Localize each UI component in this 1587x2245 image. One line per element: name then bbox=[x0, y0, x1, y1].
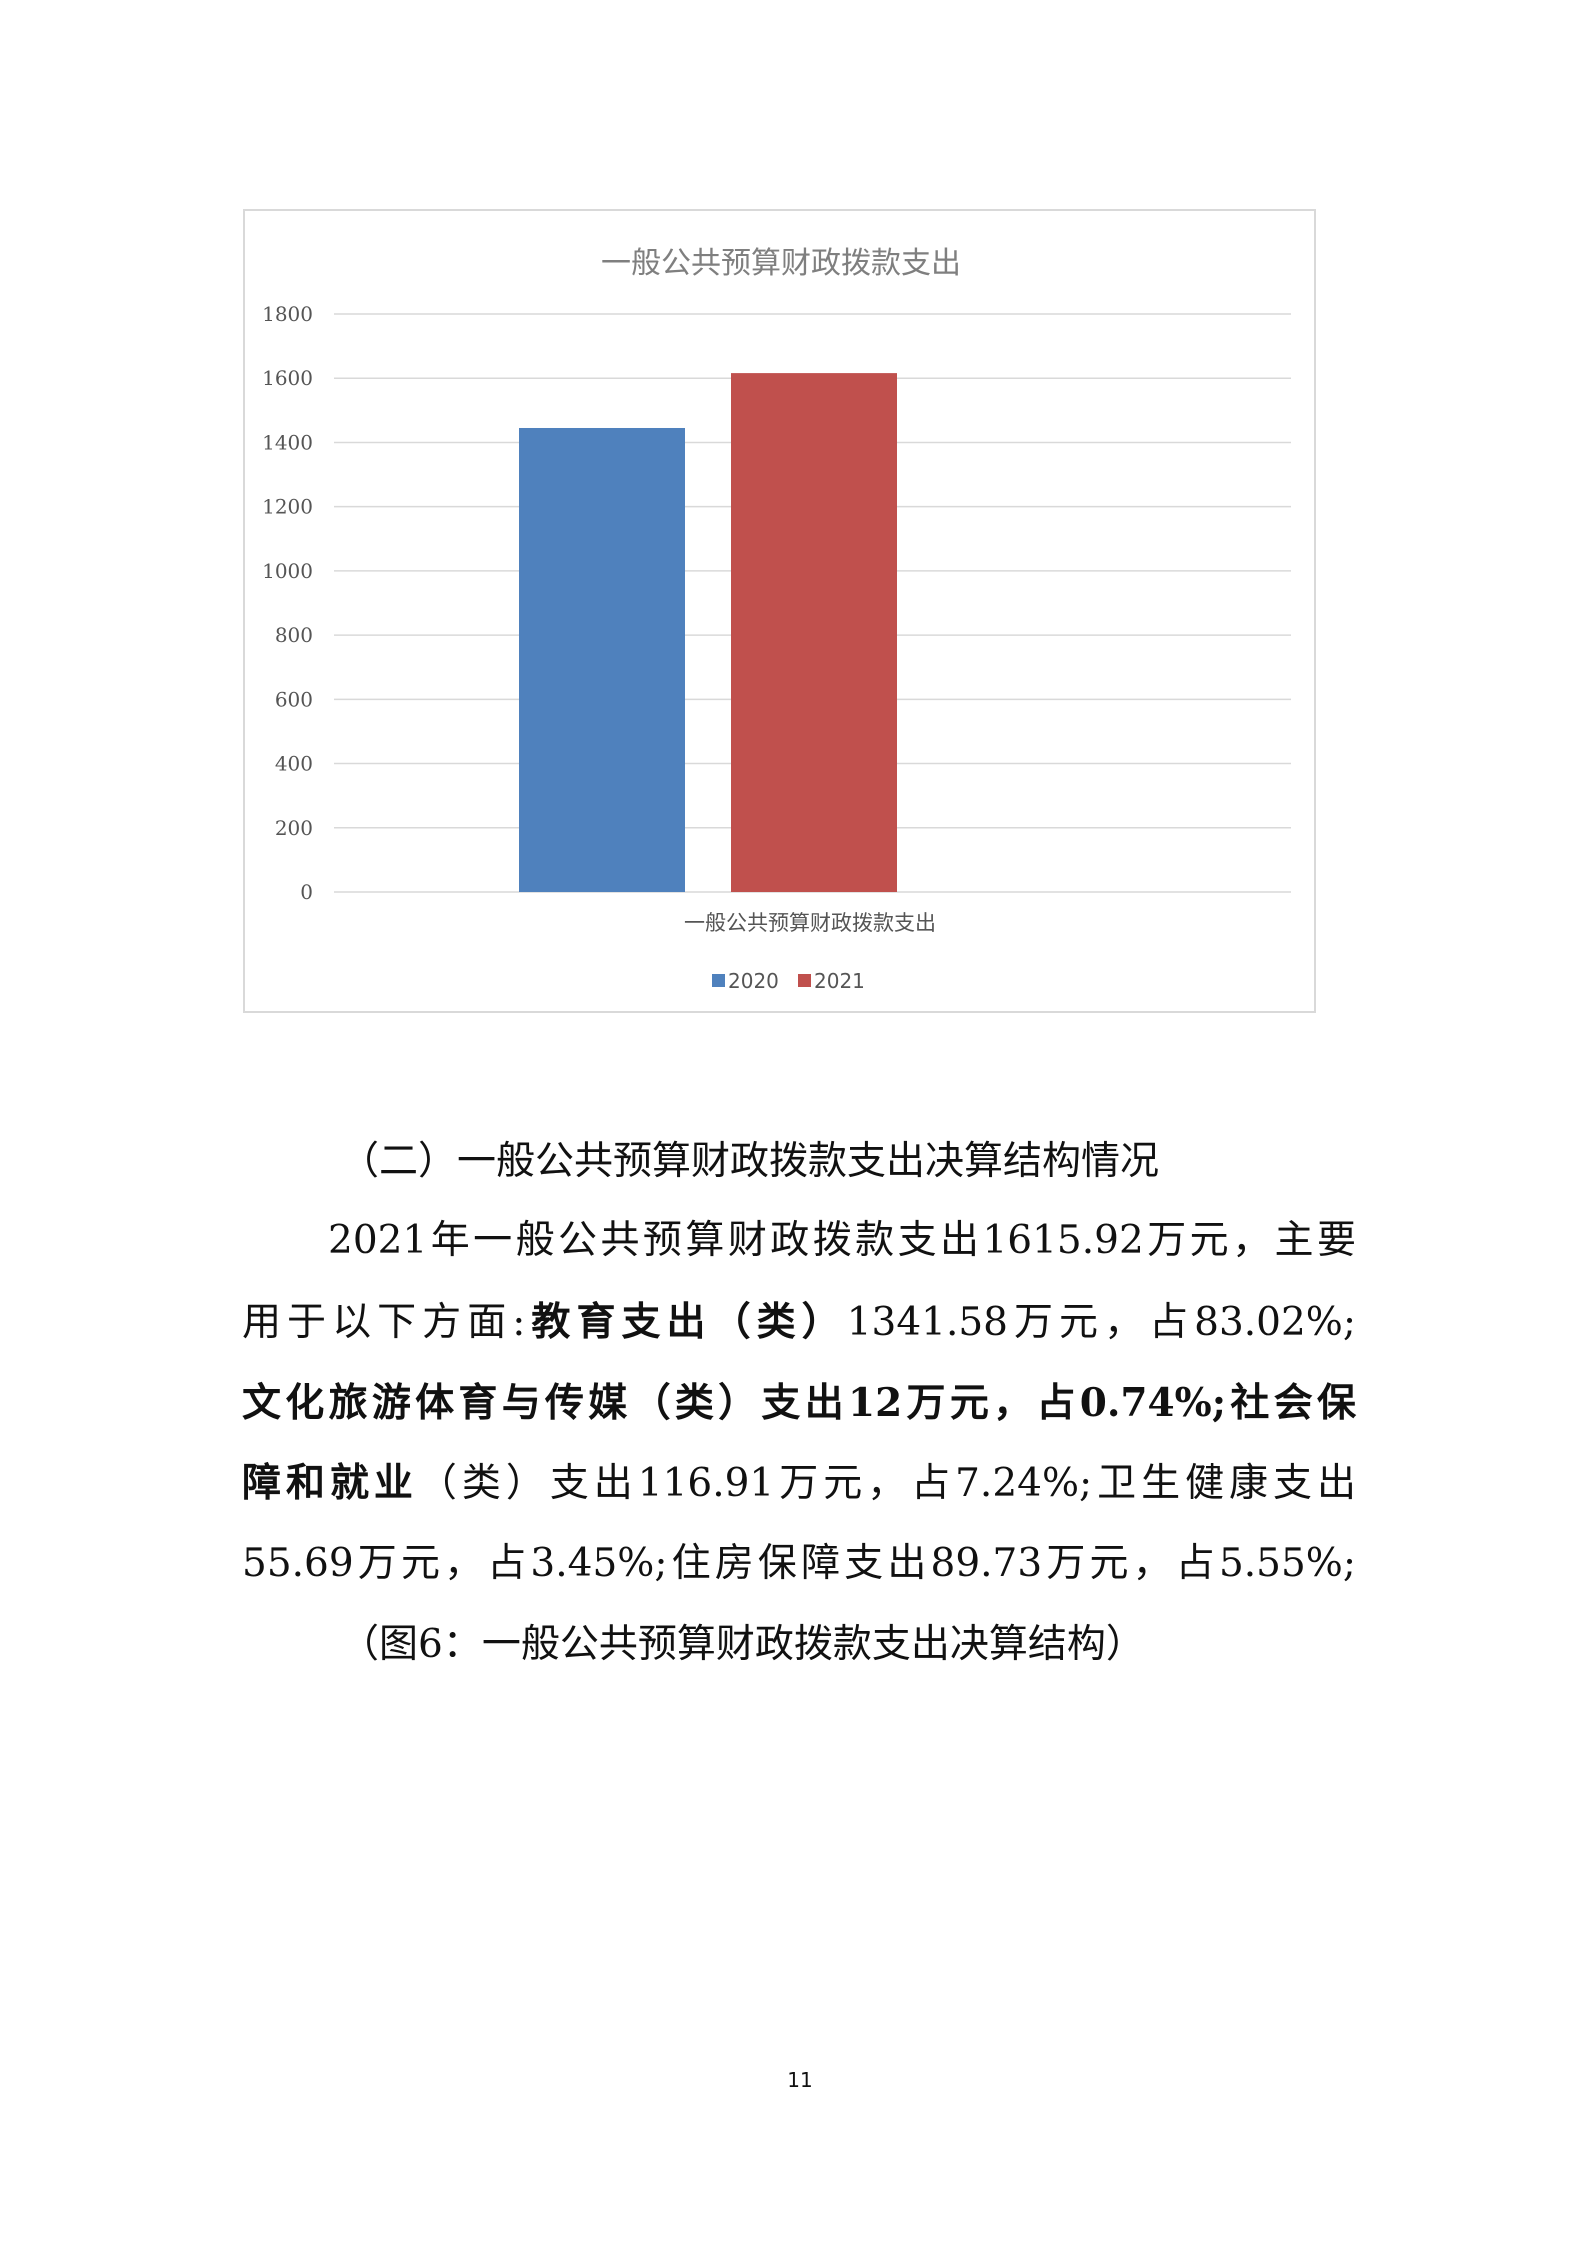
text-segment: 2021年一般公共预算财政拨款支出1615.92万元，主要 bbox=[328, 1218, 1356, 1263]
legend-label: 2020 bbox=[728, 969, 779, 993]
section-heading: （二）一般公共预算财政拨款支出决算结构情况 bbox=[340, 1139, 1160, 1184]
y-tick-label: 200 bbox=[275, 816, 313, 840]
paragraph-line: 文化旅游体育与传媒（类）支出12万元，占0.74%;社会保 bbox=[242, 1379, 1356, 1428]
y-tick-label: 800 bbox=[275, 623, 313, 647]
paragraph-line: 55.69万元，占3.45%;住房保障支出89.73万元，占5.55%; bbox=[242, 1540, 1356, 1588]
figure-caption: （图6：一般公共预算财政拨款支出决算结构） bbox=[340, 1622, 1145, 1667]
y-tick-label: 600 bbox=[275, 687, 313, 711]
x-category-label: 一般公共预算财政拨款支出 bbox=[684, 911, 936, 935]
text-segment: 55.69万元，占3.45%;住房保障支出89.73万元，占5.55%; bbox=[242, 1541, 1356, 1586]
legend-label: 2021 bbox=[814, 969, 865, 993]
text-segment: 教育支出（类） bbox=[525, 1299, 847, 1345]
y-tick-label: 0 bbox=[300, 880, 313, 904]
y-tick-label: 1800 bbox=[262, 302, 313, 326]
y-tick-label: 1400 bbox=[262, 430, 313, 454]
bar-chart: 一般公共预算财政拨款支出 0 200 400 600 800 1000 1200 1400 160… bbox=[243, 209, 1316, 1013]
paragraph-line: 用于以下方面:教育支出（类）1341.58万元，占83.02%; bbox=[242, 1298, 1356, 1347]
text-segment: 1341.58万元，占83.02%; bbox=[846, 1300, 1356, 1345]
legend-swatch-2021 bbox=[798, 974, 811, 987]
chart-title: 一般公共预算财政拨款支出 bbox=[601, 246, 961, 281]
text-segment: 障和就业 bbox=[242, 1460, 418, 1506]
bar-2020 bbox=[519, 427, 685, 892]
text-segment: （类）支出116.91万元，占7.24%;卫生健康支出 bbox=[417, 1461, 1356, 1506]
y-tick-label: 1200 bbox=[262, 495, 313, 519]
y-tick-label: 1600 bbox=[262, 366, 313, 390]
paragraph-line: 2021年一般公共预算财政拨款支出1615.92万元，主要 bbox=[328, 1217, 1356, 1265]
y-tick-label: 400 bbox=[275, 752, 313, 776]
legend-swatch-2020 bbox=[712, 974, 725, 987]
text-segment: 文化旅游体育与传媒（类）支出12万元，占0.74%;社会保 bbox=[242, 1380, 1356, 1426]
bar-2021 bbox=[731, 373, 897, 893]
chart-svg: 一般公共预算财政拨款支出 0 200 400 600 800 1000 1200 1400 160… bbox=[262, 246, 1291, 993]
text-segment: 用于以下方面: bbox=[242, 1300, 526, 1345]
page-number: 11 bbox=[787, 2068, 813, 2092]
paragraph-line: 障和就业（类）支出116.91万元，占7.24%;卫生健康支出 bbox=[242, 1459, 1356, 1508]
y-tick-label: 1000 bbox=[262, 559, 313, 583]
